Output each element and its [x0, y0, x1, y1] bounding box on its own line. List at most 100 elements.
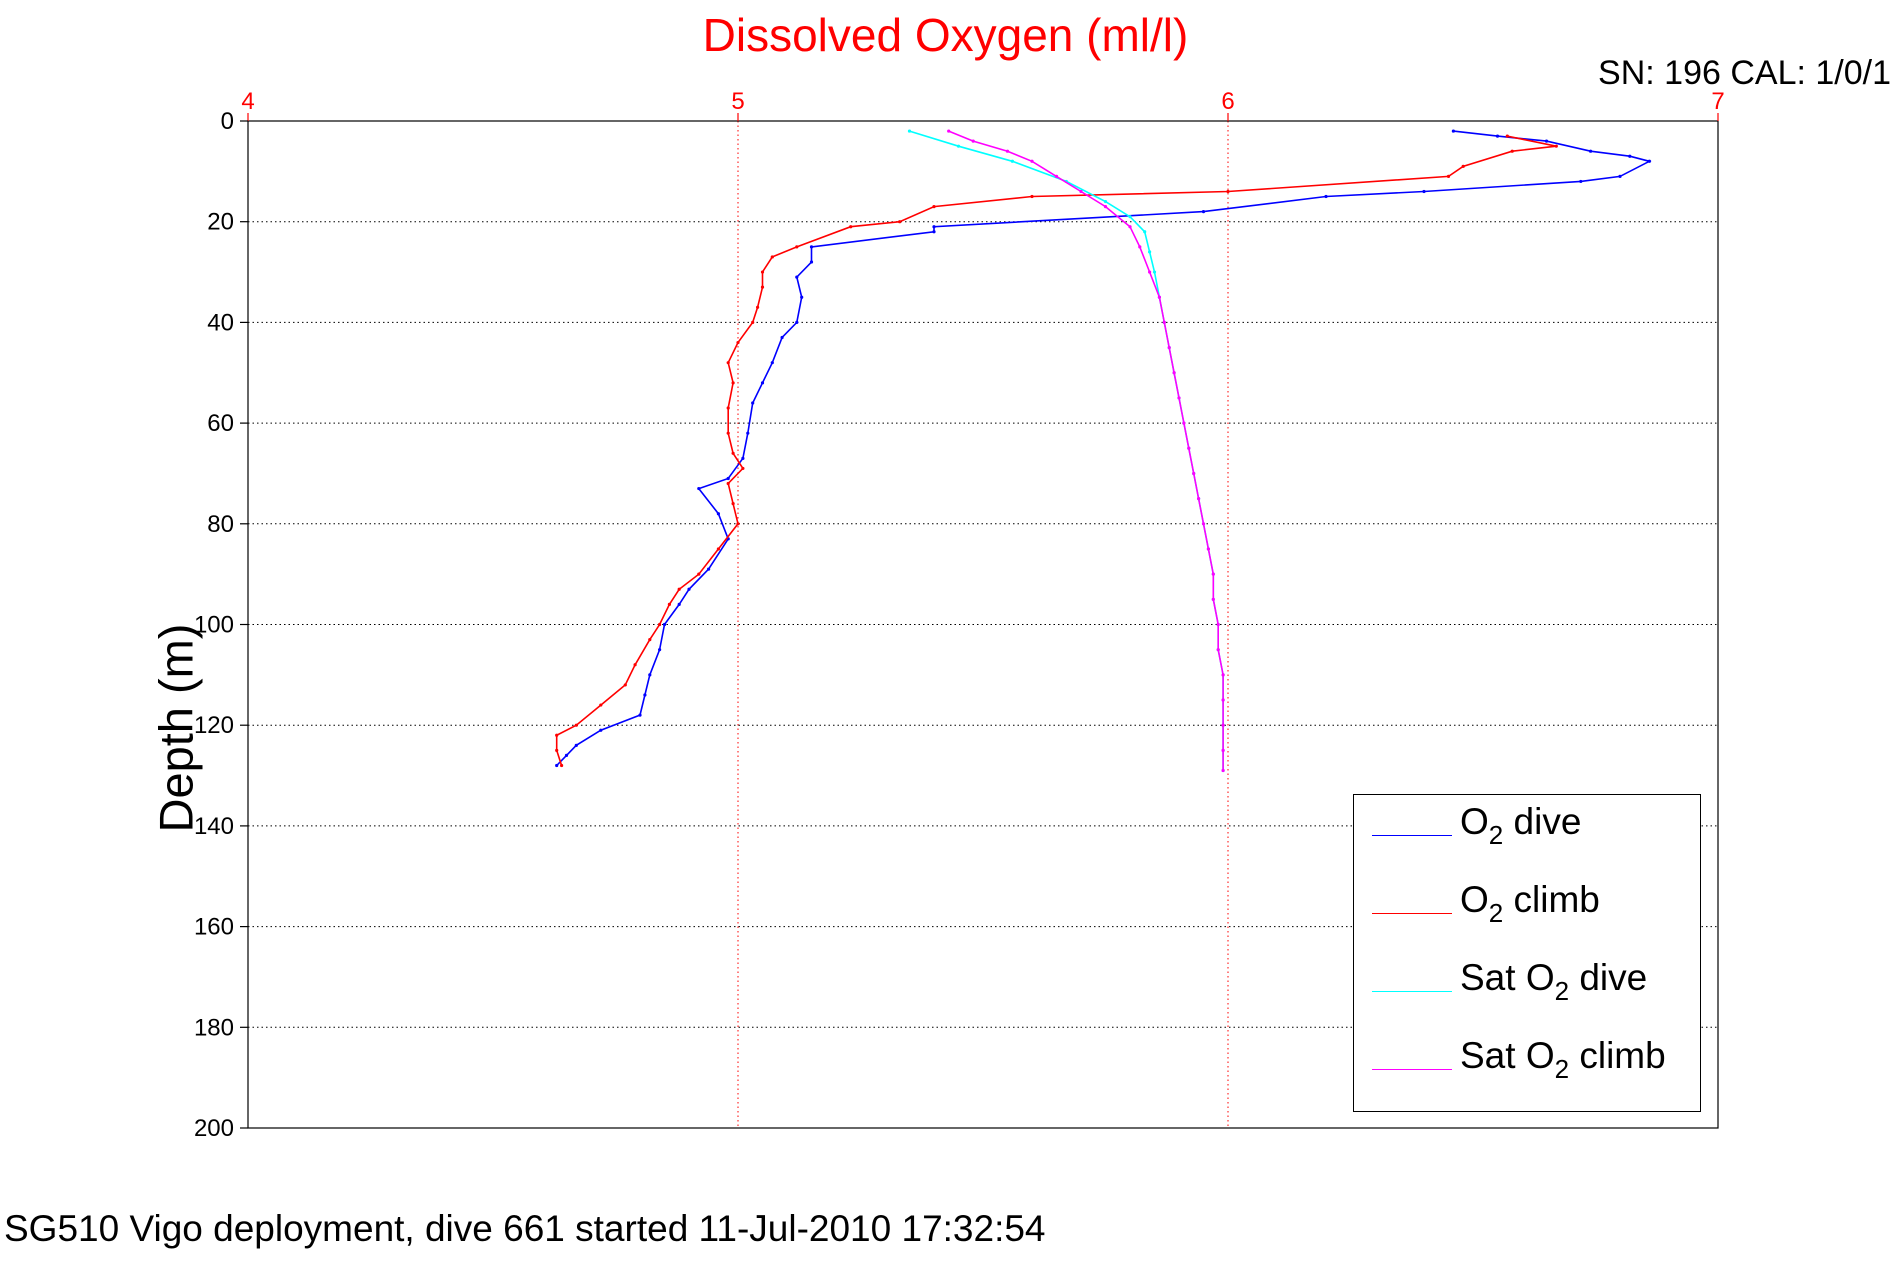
data-point	[760, 270, 765, 274]
data-point	[1495, 134, 1500, 138]
data-point	[599, 728, 603, 732]
data-point	[1187, 446, 1191, 450]
data-point	[795, 245, 799, 249]
data-point	[1544, 139, 1549, 143]
data-point	[1505, 134, 1509, 138]
data-point	[751, 320, 755, 324]
data-point	[795, 275, 799, 279]
y-tick-label: 160	[194, 914, 234, 941]
legend-item-sat-o2-climb: Sat O2 climb	[1354, 1029, 1700, 1099]
data-point	[677, 602, 681, 606]
data-point	[760, 381, 765, 385]
y-tick-label: 180	[194, 1014, 234, 1041]
series-line-o2-climb	[555, 135, 1557, 766]
data-point	[1005, 149, 1010, 153]
data-point	[907, 129, 912, 133]
data-point	[687, 587, 691, 591]
data-point	[1197, 497, 1201, 501]
data-point	[574, 723, 578, 727]
data-point	[932, 204, 936, 209]
data-point	[599, 703, 603, 707]
y-tick-label: 100	[194, 612, 234, 639]
data-point	[1226, 189, 1230, 194]
data-point	[697, 486, 701, 491]
data-point	[770, 361, 774, 365]
series-o2-dive	[555, 129, 1652, 768]
series-sat-o2-climb	[947, 129, 1225, 773]
data-point	[1143, 230, 1147, 234]
data-point	[662, 622, 667, 627]
data-point	[1461, 164, 1465, 168]
data-point	[756, 305, 760, 309]
data-point	[800, 295, 804, 299]
data-point	[555, 748, 559, 752]
legend-item-o2-dive: O2 dive	[1354, 795, 1700, 865]
legend-swatch-sat-o2-dive	[1372, 991, 1452, 992]
data-point	[726, 406, 730, 410]
data-point	[1211, 597, 1215, 601]
data-point	[677, 587, 681, 591]
data-point	[1422, 189, 1426, 194]
data-point	[1177, 396, 1181, 400]
y-tick-label: 0	[221, 108, 234, 135]
series-line-o2-dive	[556, 130, 1652, 767]
data-point	[1157, 295, 1161, 299]
data-point	[1221, 768, 1225, 773]
data-point	[1206, 547, 1210, 551]
chart-title: Dissolved Oxygen (ml/l)	[702, 9, 1189, 61]
data-point	[1579, 179, 1583, 184]
data-point	[809, 260, 814, 264]
data-point	[658, 622, 662, 627]
data-point	[795, 320, 799, 324]
data-point	[780, 335, 784, 340]
data-point	[1201, 522, 1206, 526]
x-tick-label: 6	[1221, 88, 1234, 115]
legend-label-o2-dive: O2 dive	[1460, 801, 1582, 850]
data-point	[1162, 320, 1166, 324]
series-line-sat-o2-dive	[909, 130, 1224, 771]
x-tick-label: 5	[731, 88, 744, 115]
legend-swatch-o2-dive	[1372, 835, 1452, 836]
data-point	[1211, 572, 1215, 576]
data-point	[1221, 673, 1225, 677]
data-point	[746, 431, 750, 435]
legend-swatch-sat-o2-climb	[1372, 1069, 1452, 1070]
y-tick-label: 20	[207, 209, 234, 236]
legend-label-sat-o2-dive: Sat O2 dive	[1460, 957, 1648, 1006]
data-point	[1554, 144, 1558, 148]
data-point	[643, 693, 647, 697]
data-point	[1103, 204, 1108, 209]
data-point	[1647, 159, 1651, 163]
data-point	[1167, 345, 1171, 350]
legend-swatch-o2-climb	[1372, 913, 1452, 914]
data-point	[1148, 250, 1152, 254]
data-point	[1510, 149, 1514, 153]
data-point	[716, 512, 721, 516]
data-point	[726, 481, 730, 486]
data-point	[971, 139, 975, 143]
data-point	[1128, 225, 1132, 229]
y-tick-label: 140	[194, 813, 234, 840]
data-point	[648, 638, 652, 642]
data-point	[770, 255, 774, 259]
data-point	[741, 456, 745, 460]
data-point	[1221, 698, 1225, 702]
data-point	[1172, 371, 1176, 375]
data-point	[716, 547, 721, 551]
data-point	[947, 129, 951, 133]
data-point	[667, 602, 672, 606]
data-point	[574, 743, 578, 747]
data-point	[1079, 189, 1083, 194]
data-point	[760, 285, 765, 289]
data-point	[658, 648, 662, 652]
data-point	[1216, 648, 1220, 652]
data-point	[1182, 421, 1186, 425]
data-point	[1446, 174, 1451, 178]
data-point	[751, 401, 755, 405]
data-point	[1010, 159, 1015, 163]
y-tick-label: 80	[207, 511, 234, 538]
series-o2-climb	[555, 134, 1558, 768]
dive-info-footer: SG510 Vigo deployment, dive 661 started …	[4, 1208, 1046, 1249]
data-point	[726, 431, 730, 435]
data-point	[560, 763, 564, 768]
